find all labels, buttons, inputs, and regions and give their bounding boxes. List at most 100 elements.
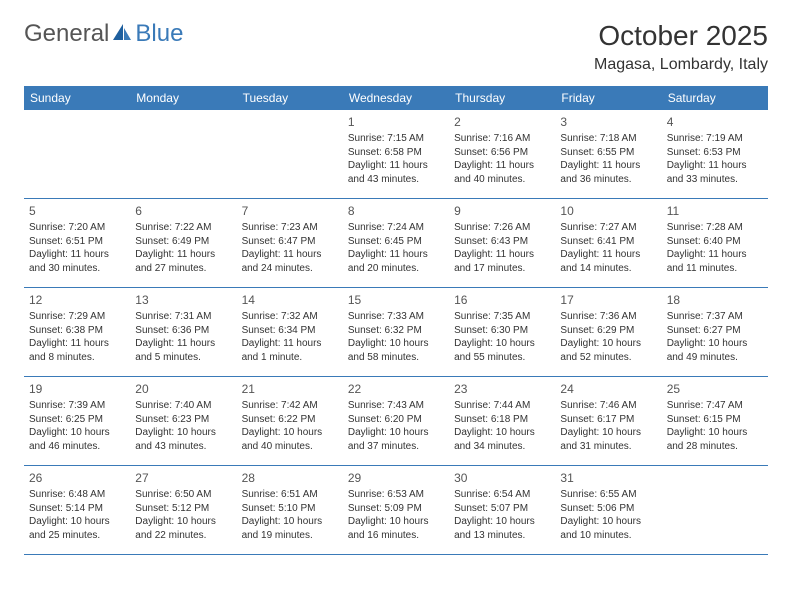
daylight-text: Daylight: 11 hours and 43 minutes.	[348, 159, 444, 186]
daylight-text: Daylight: 11 hours and 14 minutes.	[560, 248, 656, 275]
day-number: 6	[135, 203, 231, 219]
sunset-text: Sunset: 6:18 PM	[454, 413, 550, 427]
sunrise-text: Sunrise: 7:19 AM	[667, 132, 763, 146]
day-header-tue: Tuesday	[237, 86, 343, 110]
day-number: 30	[454, 470, 550, 486]
day-cell: 7Sunrise: 7:23 AMSunset: 6:47 PMDaylight…	[237, 199, 343, 287]
daylight-text: Daylight: 10 hours and 49 minutes.	[667, 337, 763, 364]
sunset-text: Sunset: 6:34 PM	[242, 324, 338, 338]
daylight-text: Daylight: 10 hours and 52 minutes.	[560, 337, 656, 364]
day-cell: 20 Sunrise: 7:40 AMSunset: 6:23 PMDayligh…	[130, 377, 236, 465]
sunset-text: Sunset: 6:56 PM	[454, 146, 550, 160]
sunrise-text: Sunrise: 6:48 AM	[29, 488, 125, 502]
sunrise-text: Sunrise: 6:55 AM	[560, 488, 656, 502]
day-number: 1	[348, 114, 444, 130]
sunset-text: Sunset: 6:41 PM	[560, 235, 656, 249]
daylight-text: Daylight: 10 hours and 43 minutes.	[135, 426, 231, 453]
day-header-wed: Wednesday	[343, 86, 449, 110]
day-number: 9	[454, 203, 550, 219]
week-row: 26Sunrise: 6:48 AMSunset: 5:14 PMDayligh…	[24, 466, 768, 555]
sunrise-text: Sunrise: 7:47 AM	[667, 399, 763, 413]
sunrise-text: Sunrise: 7:20 AM	[29, 221, 125, 235]
sunrise-text: Sunrise: 7:15 AM	[348, 132, 444, 146]
day-cell: 4Sunrise: 7:19 AMSunset: 6:53 PMDaylight…	[662, 110, 768, 198]
day-cell: 26Sunrise: 6:48 AMSunset: 5:14 PMDayligh…	[24, 466, 130, 554]
day-number: 25	[667, 381, 763, 397]
daylight-text: Daylight: 11 hours and 1 minute.	[242, 337, 338, 364]
daylight-text: Daylight: 10 hours and 58 minutes.	[348, 337, 444, 364]
daylight-text: Daylight: 10 hours and 40 minutes.	[242, 426, 338, 453]
day-number: 21	[242, 381, 338, 397]
sunrise-text: Sunrise: 7:22 AM	[135, 221, 231, 235]
daylight-text: Daylight: 10 hours and 37 minutes.	[348, 426, 444, 453]
sunrise-text: Sunrise: 7:37 AM	[667, 310, 763, 324]
day-cell: 18 Sunrise: 7:37 AMSunset: 6:27 PMDayligh…	[662, 288, 768, 376]
sunset-text: Sunset: 6:15 PM	[667, 413, 763, 427]
day-header-fri: Friday	[555, 86, 661, 110]
sunrise-text: Sunrise: 7:27 AM	[560, 221, 656, 235]
day-cell: 2Sunrise: 7:16 AMSunset: 6:56 PMDaylight…	[449, 110, 555, 198]
sunset-text: Sunset: 6:47 PM	[242, 235, 338, 249]
day-number: 26	[29, 470, 125, 486]
day-header-sat: Saturday	[662, 86, 768, 110]
sunrise-text: Sunrise: 7:23 AM	[242, 221, 338, 235]
day-number: 12	[29, 292, 125, 308]
sunset-text: Sunset: 6:45 PM	[348, 235, 444, 249]
day-header-sun: Sunday	[24, 86, 130, 110]
day-number: 15	[348, 292, 444, 308]
daylight-text: Daylight: 11 hours and 20 minutes.	[348, 248, 444, 275]
day-number: 29	[348, 470, 444, 486]
daylight-text: Daylight: 11 hours and 24 minutes.	[242, 248, 338, 275]
day-cell: 8 Sunrise: 7:24 AMSunset: 6:45 PMDaylight…	[343, 199, 449, 287]
day-number: 23	[454, 381, 550, 397]
day-cell: 10 Sunrise: 7:27 AMSunset: 6:41 PMDayligh…	[555, 199, 661, 287]
day-number: 16	[454, 292, 550, 308]
sunrise-text: Sunrise: 7:26 AM	[454, 221, 550, 235]
sunrise-text: Sunrise: 6:50 AM	[135, 488, 231, 502]
day-cell	[24, 110, 130, 198]
day-cell: 24Sunrise: 7:46 AMSunset: 6:17 PMDayligh…	[555, 377, 661, 465]
sunset-text: Sunset: 6:22 PM	[242, 413, 338, 427]
day-number: 20	[135, 381, 231, 397]
sunrise-text: Sunrise: 7:44 AM	[454, 399, 550, 413]
day-number: 19	[29, 381, 125, 397]
logo-text-blue: Blue	[135, 20, 183, 48]
sunset-text: Sunset: 6:27 PM	[667, 324, 763, 338]
day-number: 10	[560, 203, 656, 219]
sunrise-text: Sunrise: 6:51 AM	[242, 488, 338, 502]
day-number: 18	[667, 292, 763, 308]
sunrise-text: Sunrise: 7:32 AM	[242, 310, 338, 324]
logo-text-general: General	[24, 20, 109, 48]
day-cell: 6Sunrise: 7:22 AMSunset: 6:49 PMDaylight…	[130, 199, 236, 287]
day-cell: 31Sunrise: 6:55 AMSunset: 5:06 PMDayligh…	[555, 466, 661, 554]
sunrise-text: Sunrise: 7:40 AM	[135, 399, 231, 413]
day-cell: 1Sunrise: 7:15 AMSunset: 6:58 PMDaylight…	[343, 110, 449, 198]
sunset-text: Sunset: 5:14 PM	[29, 502, 125, 516]
sunset-text: Sunset: 6:55 PM	[560, 146, 656, 160]
sunset-text: Sunset: 6:36 PM	[135, 324, 231, 338]
day-cell: 12Sunrise: 7:29 AMSunset: 6:38 PMDayligh…	[24, 288, 130, 376]
sunrise-text: Sunrise: 7:46 AM	[560, 399, 656, 413]
day-cell: 29Sunrise: 6:53 AMSunset: 5:09 PMDayligh…	[343, 466, 449, 554]
sunrise-text: Sunrise: 6:53 AM	[348, 488, 444, 502]
day-cell: 5Sunrise: 7:20 AMSunset: 6:51 PMDaylight…	[24, 199, 130, 287]
day-cell: 27Sunrise: 6:50 AMSunset: 5:12 PMDayligh…	[130, 466, 236, 554]
day-cell: 23 Sunrise: 7:44 AMSunset: 6:18 PMDayligh…	[449, 377, 555, 465]
day-number: 11	[667, 203, 763, 219]
sunset-text: Sunset: 6:23 PM	[135, 413, 231, 427]
daylight-text: Daylight: 11 hours and 5 minutes.	[135, 337, 231, 364]
day-number: 4	[667, 114, 763, 130]
day-cell: 13Sunrise: 7:31 AMSunset: 6:36 PMDayligh…	[130, 288, 236, 376]
logo: General Blue	[24, 20, 183, 48]
week-row: 19Sunrise: 7:39 AMSunset: 6:25 PMDayligh…	[24, 377, 768, 466]
sunset-text: Sunset: 6:17 PM	[560, 413, 656, 427]
daylight-text: Daylight: 11 hours and 8 minutes.	[29, 337, 125, 364]
sunset-text: Sunset: 5:10 PM	[242, 502, 338, 516]
day-number: 8	[348, 203, 444, 219]
day-header-row: Sunday Monday Tuesday Wednesday Thursday…	[24, 86, 768, 110]
day-cell: 22Sunrise: 7:43 AMSunset: 6:20 PMDayligh…	[343, 377, 449, 465]
day-number: 5	[29, 203, 125, 219]
daylight-text: Daylight: 10 hours and 34 minutes.	[454, 426, 550, 453]
sunset-text: Sunset: 6:43 PM	[454, 235, 550, 249]
sunrise-text: Sunrise: 7:24 AM	[348, 221, 444, 235]
